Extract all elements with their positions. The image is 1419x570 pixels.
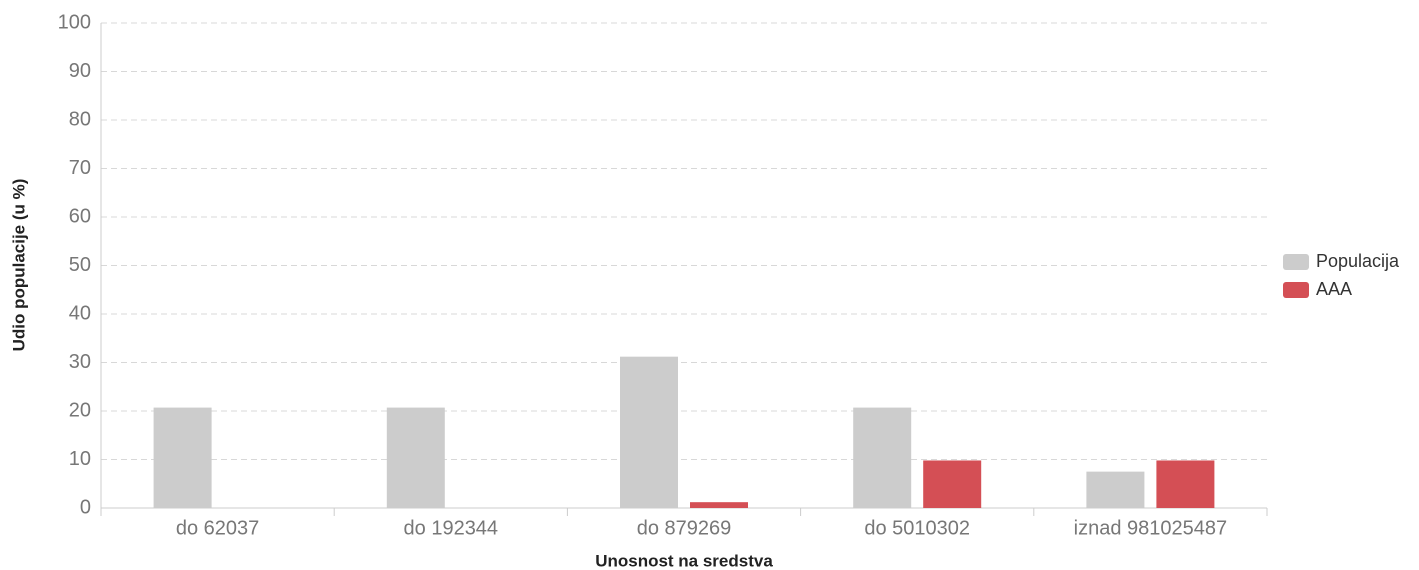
y-tick-label: 40 xyxy=(69,302,91,324)
x-tick-label: do 5010302 xyxy=(864,517,970,539)
y-tick-label: 100 xyxy=(58,11,91,33)
y-axis-title: Udio populacije (u %) xyxy=(9,179,28,352)
bar xyxy=(690,502,748,508)
x-tick-label: do 192344 xyxy=(404,517,499,539)
bar xyxy=(620,356,678,508)
y-tick-label: 0 xyxy=(80,496,91,518)
legend-swatch xyxy=(1283,282,1309,298)
y-tick-label: 30 xyxy=(69,351,91,373)
y-tick-label: 60 xyxy=(69,205,91,227)
y-tick-label: 70 xyxy=(69,157,91,179)
y-tick-label: 50 xyxy=(69,254,91,276)
bar xyxy=(153,407,212,508)
y-tick-label: 80 xyxy=(69,108,91,130)
bar xyxy=(386,407,445,508)
x-tick-label: do 62037 xyxy=(176,517,259,539)
legend-label: AAA xyxy=(1316,279,1352,299)
bar xyxy=(1086,471,1145,508)
x-tick-label: iznad 981025487 xyxy=(1074,517,1227,539)
legend-label: Populacija xyxy=(1316,251,1400,271)
legend-swatch xyxy=(1283,254,1309,270)
bar xyxy=(1156,460,1215,508)
y-tick-label: 10 xyxy=(69,448,91,470)
x-axis-title: Unosnost na sredstva xyxy=(595,551,773,570)
y-tick-label: 90 xyxy=(69,60,91,82)
x-tick-label: do 879269 xyxy=(637,517,732,539)
y-tick-label: 20 xyxy=(69,399,91,421)
bar xyxy=(853,407,912,508)
bar xyxy=(923,460,982,508)
